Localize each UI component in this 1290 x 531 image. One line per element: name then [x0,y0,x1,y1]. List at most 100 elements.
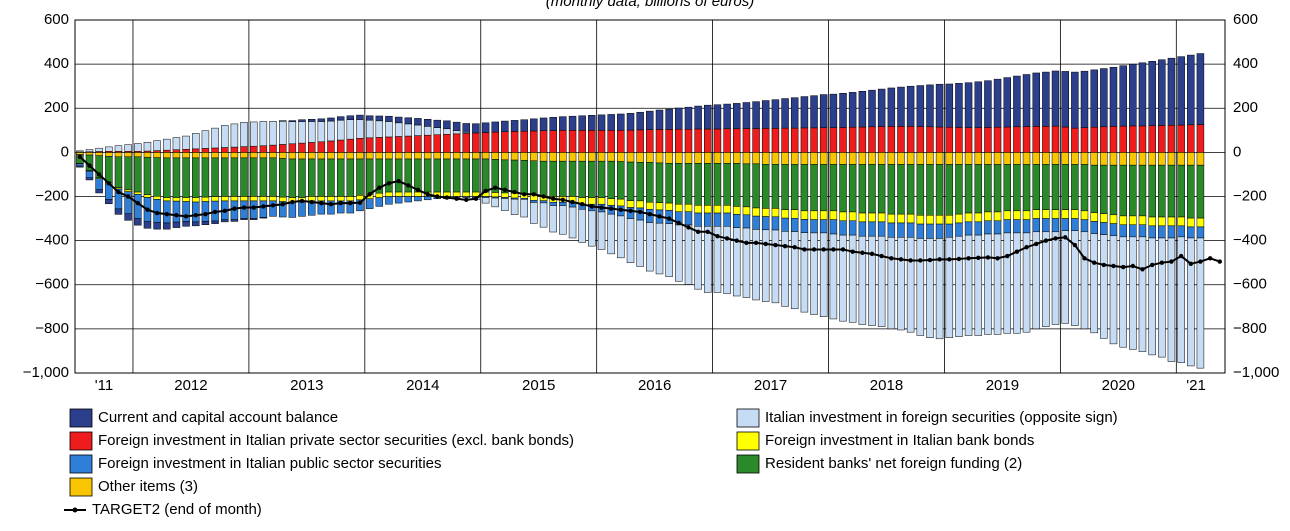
bar-segment [230,157,239,197]
bar-segment [356,114,364,120]
target2-point [589,204,595,209]
bar-segment [1100,68,1108,128]
bar-segment [1196,217,1205,228]
bar-segment [1032,209,1040,219]
bar-segment [163,138,171,151]
bar-segment [617,152,625,162]
bar-segment [385,191,393,197]
bar-segment [114,208,123,215]
bar-segment [1042,209,1050,219]
bar-segment [1109,235,1118,345]
legend-swatch [736,408,760,428]
bar-segment [839,220,847,236]
legend-label: Foreign investment in Italian private se… [98,432,574,449]
bar-segment [568,115,577,131]
bar-segment [443,152,451,160]
bar-segment [1042,231,1050,327]
bar-segment [1119,236,1127,348]
x-tick-label: 2019 [986,377,1019,394]
bar-segment [926,126,934,153]
bar-segment [443,120,451,130]
bar-segment [1013,210,1021,220]
bar-segment [829,210,838,220]
bar-segment [790,152,799,165]
bar-segment [1138,224,1147,238]
bar-segment [385,158,393,193]
bar-segment [974,81,983,128]
bar-segment [423,134,432,153]
target2-point [425,192,430,197]
bar-segment [336,116,345,121]
bar-segment [182,149,190,153]
bar-segment [636,111,644,131]
bar-segment [771,164,780,209]
bar-segment [1167,124,1176,153]
bar-segment [221,147,229,153]
bar-segment [1158,216,1166,227]
bar-segment [221,196,229,202]
bar-segment [829,219,838,235]
bar-segment [1013,152,1021,165]
bar-segment [636,152,644,163]
bar-segment [906,164,915,215]
bar-segment [742,206,751,216]
x-tick-label: '21 [1186,377,1206,394]
chart-subtitle: (monthly data; billions of euros) [546,0,754,10]
bar-segment [1109,126,1118,153]
target2-point [512,189,517,195]
bar-segment [433,134,442,153]
bar-segment [259,121,268,147]
bar-segment [1167,164,1176,218]
target2-point [1198,259,1203,264]
bar-segment [1071,71,1079,129]
bar-segment [240,152,248,159]
bar-segment [1158,125,1166,153]
bar-segment [1187,124,1195,153]
bar-segment [539,130,548,153]
bar-segment [684,203,693,212]
target2-point [1159,260,1165,265]
bar-segment [520,119,528,132]
bar-segment [732,152,741,164]
bar-segment [288,152,297,160]
bar-segment [549,130,557,153]
bar-segment [414,196,422,202]
bar-segment [935,215,944,225]
bar-segment [336,152,345,160]
bar-segment [404,191,413,197]
bar-segment [510,198,519,215]
bar-segment [1032,218,1040,233]
bar-segment [423,119,432,127]
bar-segment [230,146,239,153]
bar-segment [346,119,355,140]
bar-segment [105,152,113,157]
bar-segment [626,161,635,201]
target2-point [628,208,633,214]
bar-segment [829,233,838,320]
bar-segment [781,127,789,153]
target2-point [686,225,691,230]
bar-segment [134,191,142,195]
bar-segment [530,202,538,224]
bar-segment [1196,237,1205,369]
y2-tick-label: −800 [1233,320,1267,337]
bar-segment [1051,164,1060,210]
bar-segment [163,197,171,202]
bar-segment [771,208,780,218]
bar-segment [375,115,384,122]
bar-segment [897,237,905,331]
bar-segment [752,215,760,230]
bar-segment [1022,210,1031,220]
bar-segment [317,141,326,153]
target2-point [995,256,1000,261]
bar-segment [568,160,577,197]
bar-segment [1100,222,1108,235]
bar-segment [945,237,954,338]
bar-segment [76,150,84,153]
bar-segment [385,121,393,138]
target2-point [618,207,623,212]
bar-segment [897,222,905,238]
bar-segment [1138,152,1147,166]
bar-segment [1177,216,1185,227]
bar-segment [1080,231,1089,330]
